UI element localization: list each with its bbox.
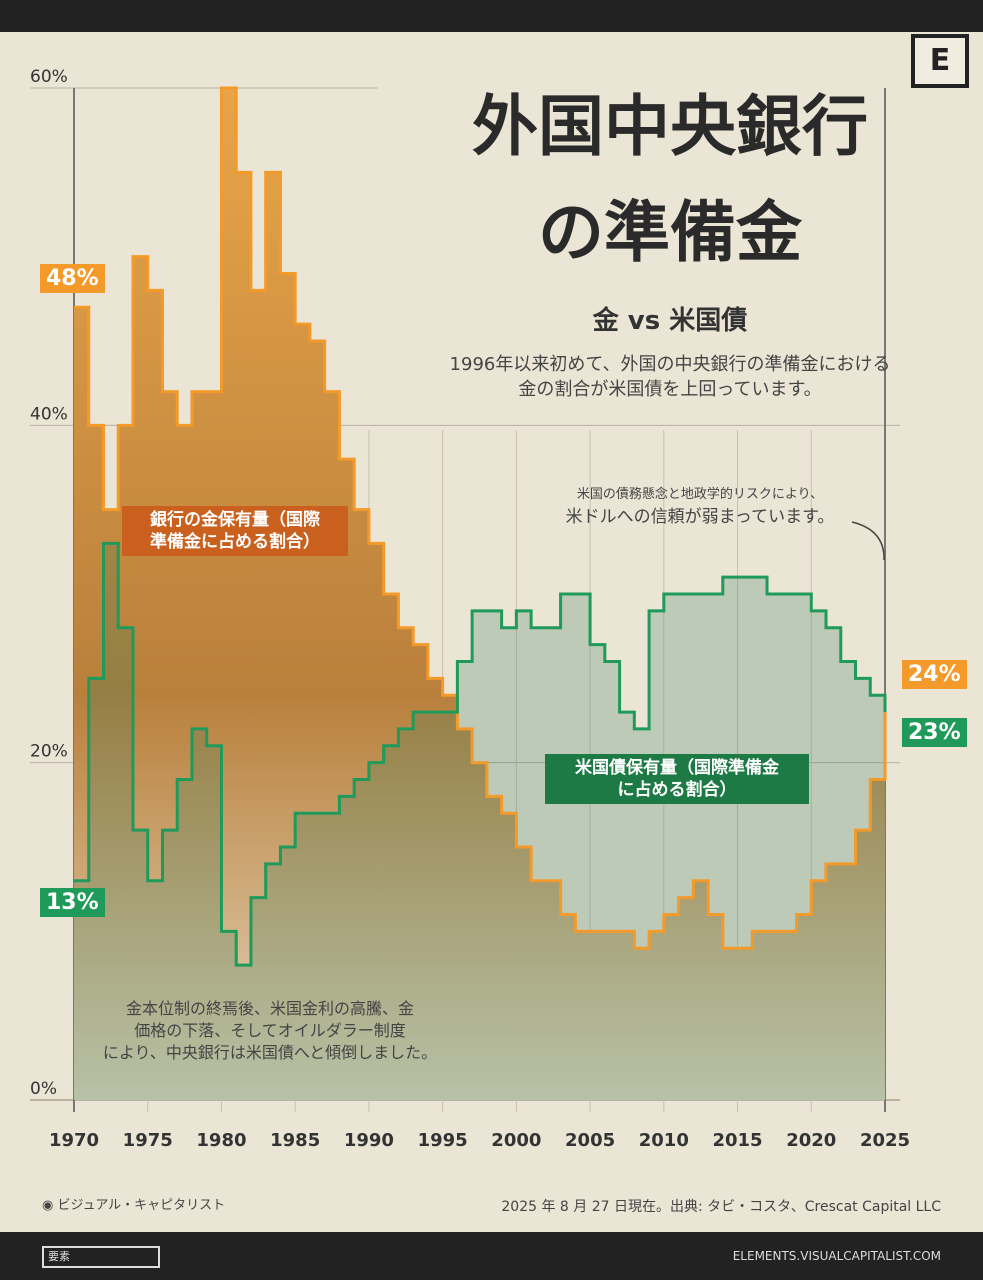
annotation-line: 価格の下落、そしてオイルダラー制度	[134, 1021, 406, 1040]
y-tick-label: 40%	[30, 404, 68, 424]
annotation-line: 金本位制の終焉後、米国金利の高騰、金	[125, 999, 414, 1018]
x-tick-label: 2005	[565, 1130, 615, 1151]
footer-tag: 要素	[42, 1246, 160, 1268]
treasury-end-badge: 23%	[902, 718, 967, 747]
treasury-series-label: 米国債保有量（国際準備金 に占める割合）	[545, 754, 809, 804]
label-line: 米国債保有量（国際準備金	[575, 758, 779, 778]
gold-area	[74, 88, 885, 1100]
annotation-arrow	[851, 521, 885, 561]
chart: 0% 20% 40% 60% 1970 1975 1980 1985 1990 1995 2000 2…	[30, 67, 910, 1151]
x-tick-label: 1990	[344, 1130, 394, 1151]
brand-name: ビジュアル・キャピタリスト	[57, 1198, 226, 1213]
annotation-line: 米国の債務懸念と地政学的リスクにより、	[576, 487, 824, 502]
title-line-2: の準備金	[538, 194, 802, 271]
title-line-1: 外国中央銀行	[472, 88, 868, 165]
x-tick-label: 1995	[418, 1130, 468, 1151]
gold-end-badge: 24%	[902, 660, 967, 689]
description: 1996年以来初めて、外国の中央銀行の準備金における 金の割合が米国債を上回って…	[420, 352, 920, 402]
x-tick-label: 2010	[639, 1130, 689, 1151]
gold-start-badge: 48%	[40, 264, 105, 293]
treasury-area	[74, 543, 885, 1100]
y-tick-label: 60%	[30, 67, 68, 87]
annotation-left: 金本位制の終焉後、米国金利の高騰、金 価格の下落、そしてオイルダラー制度 により…	[80, 998, 460, 1064]
y-tick-label: 0%	[30, 1079, 57, 1099]
brand: ◉ ビジュアル・キャピタリスト	[42, 1198, 226, 1213]
treasury-start-badge: 13%	[40, 888, 105, 917]
top-bar	[0, 0, 983, 32]
x-tick-label: 2000	[491, 1130, 541, 1151]
y-tick-label: 20%	[30, 742, 68, 762]
annotation-right: 米国の債務懸念と地政学的リスクにより、 米ドルへの信頼が弱まっています。	[520, 484, 880, 528]
x-tick-label: 1975	[123, 1130, 173, 1151]
x-tick-label: 1985	[270, 1130, 320, 1151]
footer	[0, 1232, 983, 1280]
label-line: 銀行の金保有量（国際	[150, 510, 320, 530]
description-line: 金の割合が米国債を上回っています。	[518, 379, 822, 400]
subtitle: 金 vs 米国債	[592, 306, 748, 336]
gold-series-label: 銀行の金保有量（国際 準備金に占める割合）	[122, 506, 348, 556]
source: 2025 年 8 月 27 日現在。出典: タビ・コスタ、Crescat Cap…	[501, 1199, 941, 1215]
annotation-line: 米ドルへの信頼が弱まっています。	[565, 507, 835, 527]
label-line: に占める割合）	[617, 780, 737, 800]
x-tick-label: 2025	[860, 1130, 910, 1151]
annotation-line: により、中央銀行は米国債へと傾倒しました。	[102, 1043, 438, 1062]
label-line: 準備金に占める割合）	[150, 532, 320, 552]
elements-logo: E	[911, 34, 969, 88]
x-tick-label: 1980	[196, 1130, 246, 1151]
description-line: 1996年以来初めて、外国の中央銀行の準備金における	[449, 354, 891, 375]
x-tick-label: 2020	[786, 1130, 836, 1151]
x-tick-label: 1970	[49, 1130, 99, 1151]
footer-site[interactable]: ELEMENTS.VISUALCAPITALIST.COM	[732, 1249, 941, 1263]
x-tick-label: 2015	[712, 1130, 762, 1151]
